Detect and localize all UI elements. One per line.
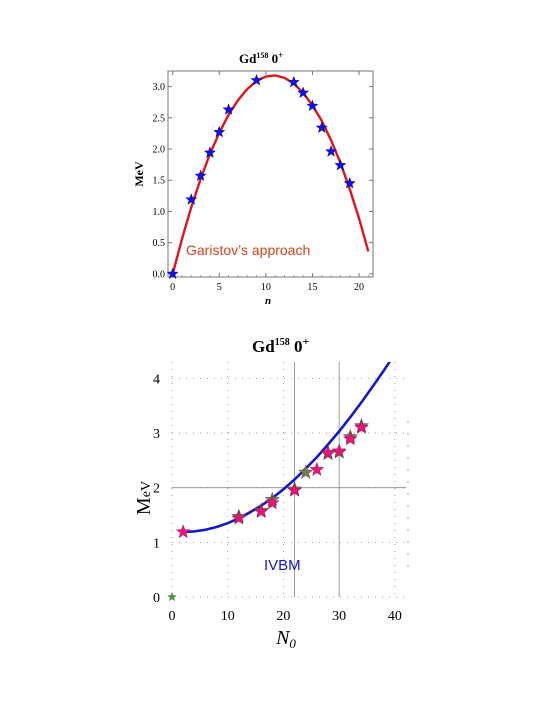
chart2-edge-dot	[407, 481, 409, 483]
chart1-point	[185, 193, 198, 205]
chart2-ytick-label: 1	[153, 536, 160, 551]
chart2-edge-dot	[407, 565, 409, 567]
chart2-edge-dot	[407, 433, 409, 435]
chart1-point	[334, 158, 347, 171]
chart1-xtick-label: 10	[261, 282, 271, 293]
chart1-point	[166, 267, 179, 280]
chart2-edge-dot	[407, 445, 409, 447]
chart2-xtick-label: 20	[276, 609, 290, 624]
chart1-point	[222, 103, 235, 115]
chart2-ytick-label: 3	[153, 427, 160, 442]
chart2-ylabel: MeV	[133, 481, 155, 515]
chart2-ytick-label: 0	[153, 591, 160, 606]
chart2-edge-dot	[407, 541, 409, 543]
chart1-point	[297, 86, 310, 99]
chart2-edge-dot	[407, 505, 409, 507]
chart1-point	[306, 99, 319, 112]
chart1-xtick-label: 15	[307, 282, 317, 293]
chart1-ytick-label: 3.0	[153, 82, 166, 93]
chart1-point	[194, 169, 207, 182]
chart2-point-experiment	[287, 482, 302, 497]
chart2-point-experiment	[175, 524, 191, 539]
chart1-point	[250, 73, 263, 86]
chart2-annotation: IVBM	[264, 557, 301, 574]
chart2-edge-dot	[407, 493, 409, 495]
chart2-point-experiment	[253, 504, 269, 518]
chart1-ytick-label: 0.0	[153, 269, 166, 280]
chart1-frame	[167, 70, 374, 278]
chart1-point	[315, 121, 328, 133]
chart2-edge-dot	[407, 469, 409, 471]
chart1-xtick-label: 20	[354, 282, 364, 293]
chart1-group: Gd158 0+ 0 5 10 15 20 0.0 0.5 1.0 1.5 2.0 2.5 3.0 n Me…	[132, 50, 374, 307]
chart2-edge-dot	[407, 421, 409, 423]
chart2-xtick-label: 0	[169, 609, 176, 624]
chart1-ytick-label: 2.0	[153, 145, 166, 156]
chart1-title: Gd158 0+	[239, 50, 283, 66]
chart2-xtick-label: 40	[388, 609, 402, 624]
chart2-edge-dot	[407, 529, 409, 531]
chart1-ytick-label: 1.0	[153, 207, 166, 218]
chart2-point-experiment	[265, 495, 280, 510]
chart2-curve	[183, 362, 392, 534]
chart2-edge-dot	[407, 517, 409, 519]
chart2-point-experiment	[331, 443, 347, 458]
chart1-xlabel: n	[265, 295, 271, 307]
chart2-edge-dot	[407, 553, 409, 555]
chart1-point	[287, 75, 300, 88]
chart1-ytick-label: 1.5	[153, 176, 166, 187]
chart2-xtick-label: 30	[332, 609, 346, 624]
chart2-xlabel: N0	[275, 627, 296, 651]
chart2-ytick-label: 4	[153, 372, 160, 387]
chart2-point-experiment	[320, 445, 336, 459]
chart1-ylabel: MeV	[132, 161, 146, 187]
chart2-xtick-label: 10	[221, 609, 235, 624]
chart2-point-experiment	[231, 510, 247, 525]
chart1-xtick-label: 5	[217, 282, 222, 293]
chart1-point	[343, 176, 356, 189]
chart1-curve	[171, 74, 370, 275]
chart1-ytick-label: 2.5	[153, 113, 166, 124]
chart1-annotation: Garistov’s approach	[186, 242, 310, 258]
chart2-group: Gd158 0+ 0 10 20 30 40 0 1 2 3 4 N0 MeV IVBM	[133, 334, 409, 651]
chart2-ytick-label: 2	[153, 482, 160, 497]
chart1-point	[325, 145, 338, 157]
chart2-point-experiment	[343, 431, 358, 446]
chart1-point	[203, 146, 216, 158]
chart1-ytick-label: 0.5	[153, 238, 166, 249]
chart2-point-theory	[167, 592, 177, 601]
chart2-title: Gd158 0+	[252, 334, 309, 356]
chart2-point-experiment	[354, 419, 369, 434]
chart1-xtick-label: 0	[170, 282, 175, 293]
chart2-point-experiment	[309, 462, 325, 476]
chart1-point	[213, 125, 226, 138]
chart2-point-theory	[298, 464, 314, 479]
chart2-edge-dot	[407, 457, 409, 459]
